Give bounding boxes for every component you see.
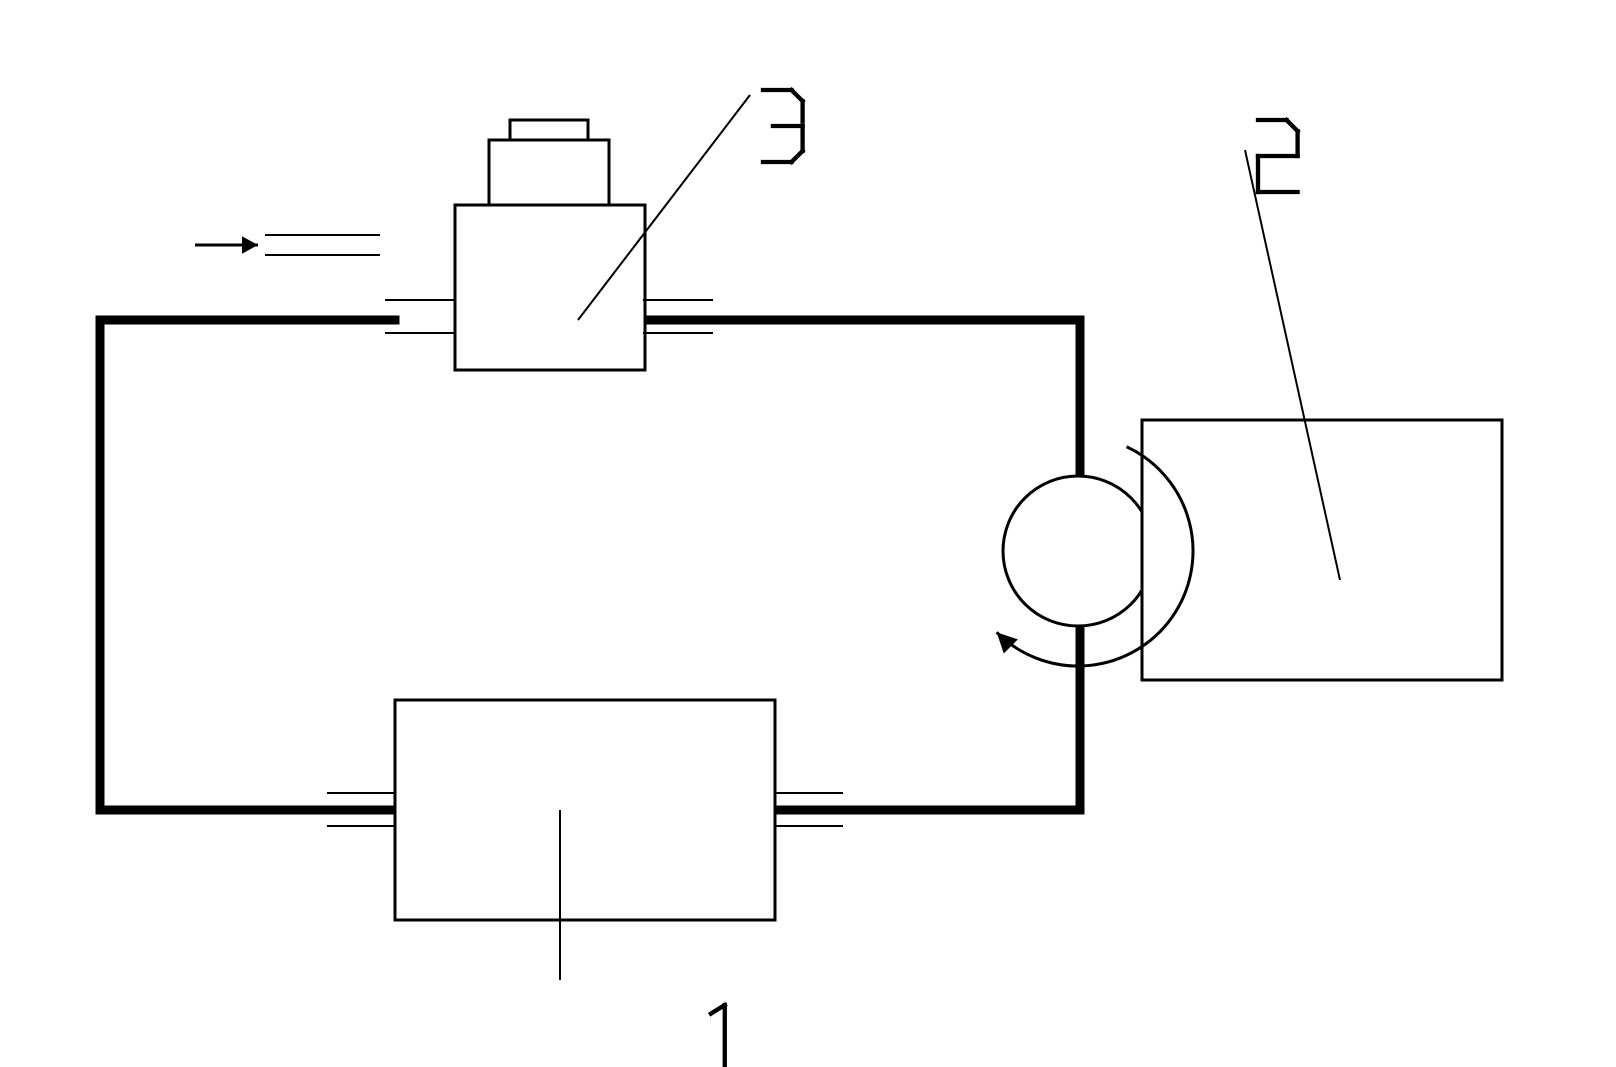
component-3 bbox=[265, 120, 713, 370]
component-1 bbox=[327, 700, 843, 920]
pump-circle bbox=[1003, 476, 1153, 626]
label-3 bbox=[763, 90, 803, 162]
label-2 bbox=[1258, 120, 1298, 192]
component-2 bbox=[997, 420, 1502, 680]
flow-arrow bbox=[195, 236, 258, 254]
label-1 bbox=[711, 1005, 739, 1067]
rotation-arrowhead bbox=[997, 632, 1018, 653]
